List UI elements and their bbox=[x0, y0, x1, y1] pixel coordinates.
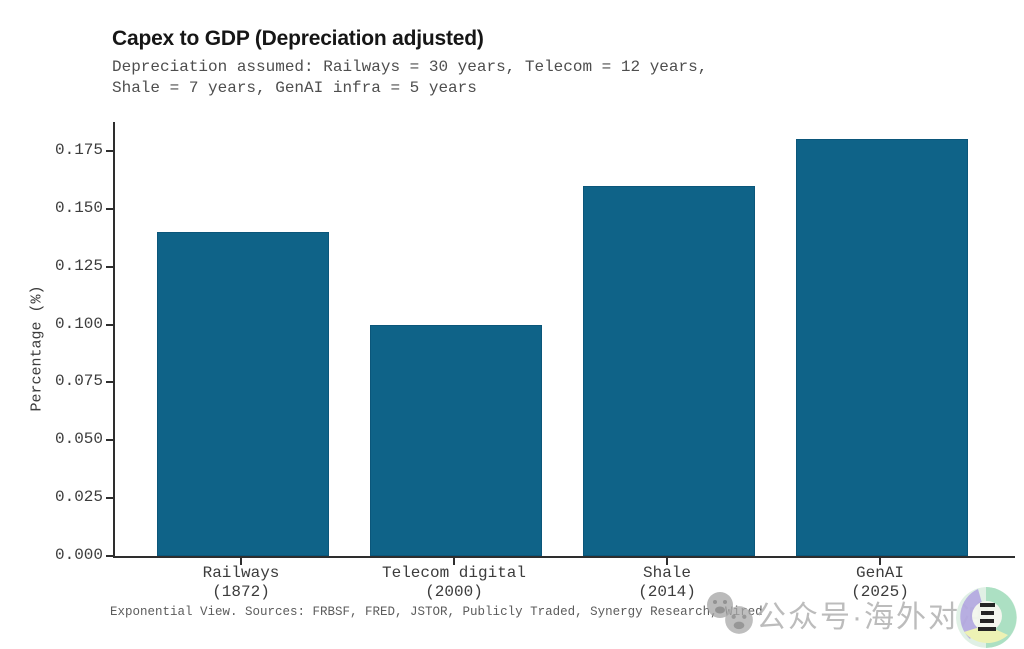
chart-subtitle-line1: Depreciation assumed: Railways = 30 year… bbox=[112, 58, 708, 76]
bar-shale bbox=[583, 185, 755, 556]
x-tick-mark bbox=[240, 558, 242, 565]
x-tick-label-year: (2000) bbox=[425, 583, 483, 601]
plot-area bbox=[113, 122, 1015, 558]
x-tick-label-year: (2014) bbox=[638, 583, 696, 601]
y-tick-label: 0.150 bbox=[54, 198, 103, 217]
y-tick-label: 0.050 bbox=[54, 430, 103, 449]
x-tick-label: GenAI (2025) bbox=[770, 564, 990, 602]
bar-genai bbox=[796, 139, 968, 556]
y-tick-mark bbox=[106, 207, 113, 210]
x-tick-label-name: Telecom digital bbox=[381, 564, 527, 582]
x-tick-label: Telecom digital (2000) bbox=[344, 564, 564, 602]
y-tick-label: 0.125 bbox=[54, 256, 103, 275]
watermark-avatar-logo bbox=[956, 587, 1017, 648]
x-tick-label-name: GenAI bbox=[855, 564, 904, 582]
y-tick-label: 0.175 bbox=[54, 140, 103, 159]
y-tick-mark bbox=[106, 149, 113, 152]
source-note: Exponential View. Sources: FRBSF, FRED, … bbox=[110, 605, 763, 619]
x-tick-label-name: Shale bbox=[642, 564, 691, 582]
x-tick-mark bbox=[666, 558, 668, 565]
chart-subtitle-line2: Shale = 7 years, GenAI infra = 5 years bbox=[112, 79, 477, 97]
x-tick-label-year: (2025) bbox=[851, 583, 909, 601]
y-tick-mark bbox=[106, 439, 113, 442]
x-tick-label: Railways (1872) bbox=[131, 564, 351, 602]
y-tick-mark bbox=[106, 265, 113, 268]
chart-title: Capex to GDP (Depreciation adjusted) bbox=[112, 27, 484, 50]
y-tick-mark bbox=[106, 497, 113, 500]
x-tick-label: Shale (2014) bbox=[557, 564, 777, 602]
watermark-text: 公众号·海外对冲 bbox=[756, 601, 992, 634]
bar-railways bbox=[157, 231, 329, 556]
y-tick-mark bbox=[106, 381, 113, 384]
y-tick-label: 0.100 bbox=[54, 314, 103, 333]
y-tick-mark bbox=[106, 323, 113, 326]
y-tick-label: 0.025 bbox=[54, 488, 103, 507]
wechat-emoji-icon bbox=[707, 592, 733, 618]
x-tick-label-name: Railways bbox=[202, 564, 280, 582]
y-tick-mark bbox=[106, 555, 113, 557]
y-axis-title: Percentage (%) bbox=[28, 285, 46, 412]
y-tick-label: 0.000 bbox=[54, 546, 103, 564]
bar-telecom-digital bbox=[370, 324, 542, 556]
x-tick-mark bbox=[879, 558, 881, 565]
x-tick-label-year: (1872) bbox=[212, 583, 270, 601]
y-tick-label: 0.075 bbox=[54, 372, 103, 391]
wechat-emoji-icon bbox=[725, 606, 753, 634]
x-tick-mark bbox=[453, 558, 455, 565]
chart-subtitle: Depreciation assumed: Railways = 30 year… bbox=[112, 57, 707, 99]
